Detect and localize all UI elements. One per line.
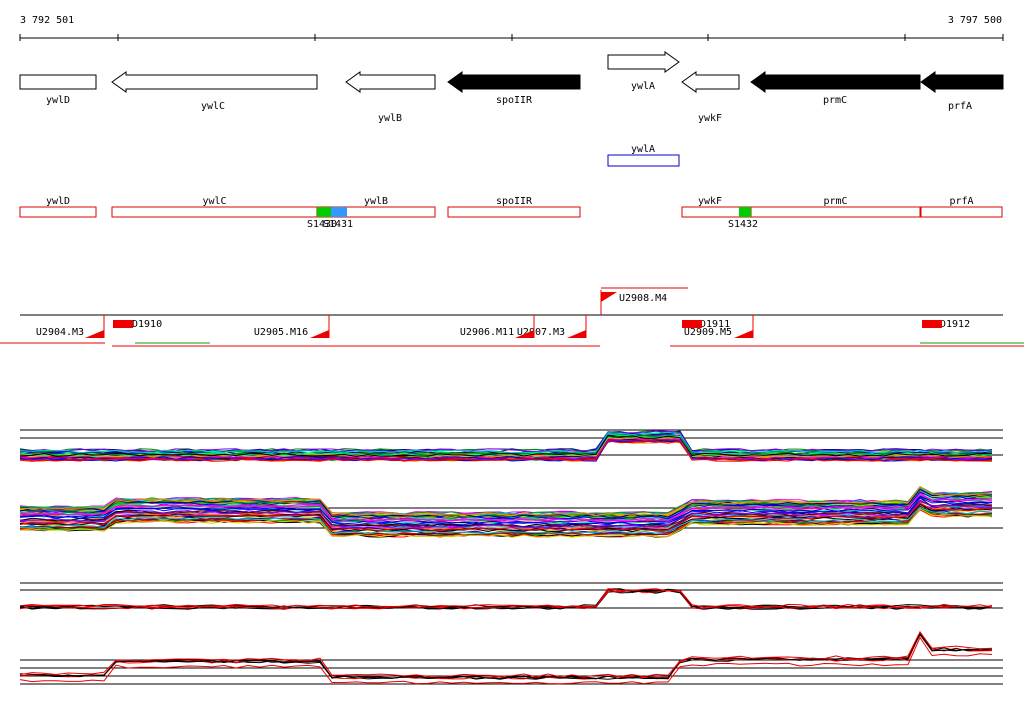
expression-trace: [19, 435, 993, 457]
feature-label: D1910: [132, 319, 162, 330]
gene-arrow: [750, 71, 921, 93]
site-label: S1431: [323, 219, 353, 230]
transcript-label: prfA: [949, 196, 973, 207]
expression-trace: [19, 508, 993, 538]
feature-box: [682, 320, 702, 328]
feature-label: U2908.M4: [619, 293, 667, 304]
expression-trace: [19, 632, 993, 680]
feature-triangle: [515, 330, 534, 338]
feature-flag: [601, 292, 617, 302]
predicted-label: ywlA: [631, 144, 655, 155]
feature-label: U2909.M5: [684, 327, 732, 338]
expression-trace: [19, 494, 993, 522]
gene-arrow: [111, 71, 318, 93]
expression-trace: [19, 430, 993, 453]
expression-trace: [19, 486, 993, 517]
gene-label: ywlB: [378, 113, 402, 124]
expression-plots: [19, 429, 1003, 685]
site-box: [317, 207, 331, 217]
expression-trace: [19, 440, 993, 462]
transcript-box: [447, 206, 581, 218]
transcript-box: [920, 206, 1003, 218]
expression-trace: [19, 502, 993, 532]
gene-label: prmC: [823, 95, 847, 106]
expression-trace: [19, 631, 993, 680]
ruler-start: 3 792 501: [20, 15, 74, 26]
feature-label: U2906.M11: [460, 327, 514, 338]
feature-triangle: [310, 330, 329, 338]
expression-trace: [19, 588, 993, 608]
transcript-label: prmC: [823, 196, 847, 207]
transcript-label: ywkF: [698, 196, 722, 207]
transcript-box: [111, 206, 318, 218]
feature-label: U2907.M3: [517, 327, 565, 338]
feature-triangle: [85, 330, 104, 338]
transcript-label: spoIIR: [496, 196, 533, 207]
site-box: [739, 207, 751, 217]
expression-trace: [19, 500, 993, 529]
feature-label: U2905.M16: [254, 327, 308, 338]
expression-trace: [19, 505, 993, 536]
gene-arrow: [447, 71, 581, 93]
expression-trace: [19, 630, 993, 678]
gene-label: ywlA: [631, 81, 655, 92]
ruler-end: 3 797 500: [948, 15, 1002, 26]
transcript-box: [750, 206, 921, 218]
gene-arrow: [607, 51, 680, 73]
expression-trace: [19, 497, 993, 526]
feature-label: U2904.M3: [36, 327, 84, 338]
transcript-label: ywlB: [364, 196, 388, 207]
expression-trace: [19, 636, 993, 685]
feature-triangle: [734, 330, 753, 338]
expression-trace: [19, 500, 993, 528]
expression-trace: [19, 488, 993, 518]
gene-label: ywkF: [698, 113, 722, 124]
transcript-label: ywlD: [46, 196, 70, 207]
transcript-label: ywlC: [202, 196, 226, 207]
expression-trace: [19, 438, 993, 461]
expression-trace: [19, 632, 993, 680]
gene-arrow: [920, 71, 1004, 93]
feature-box: [113, 320, 133, 328]
feature-label: D1912: [940, 319, 970, 330]
predicted-box: [607, 154, 680, 167]
gene-label: ywlC: [201, 101, 225, 112]
gene-arrow: [345, 71, 436, 93]
site-box: [331, 207, 347, 217]
site-label: S1432: [728, 219, 758, 230]
gene-arrow: [19, 74, 97, 90]
feature-triangle: [567, 330, 586, 338]
feature-box: [922, 320, 942, 328]
feature-label: D1911: [700, 319, 730, 330]
gene-label: spoIIR: [496, 95, 533, 106]
gene-label: ywlD: [46, 95, 70, 106]
expression-trace: [19, 431, 993, 454]
expression-trace: [19, 438, 993, 461]
gene-label: prfA: [948, 101, 972, 112]
expression-trace: [19, 633, 993, 680]
site-label: S1430: [307, 219, 337, 230]
expression-trace: [19, 506, 993, 535]
transcript-box: [19, 206, 97, 218]
gene-arrow: [681, 71, 740, 93]
